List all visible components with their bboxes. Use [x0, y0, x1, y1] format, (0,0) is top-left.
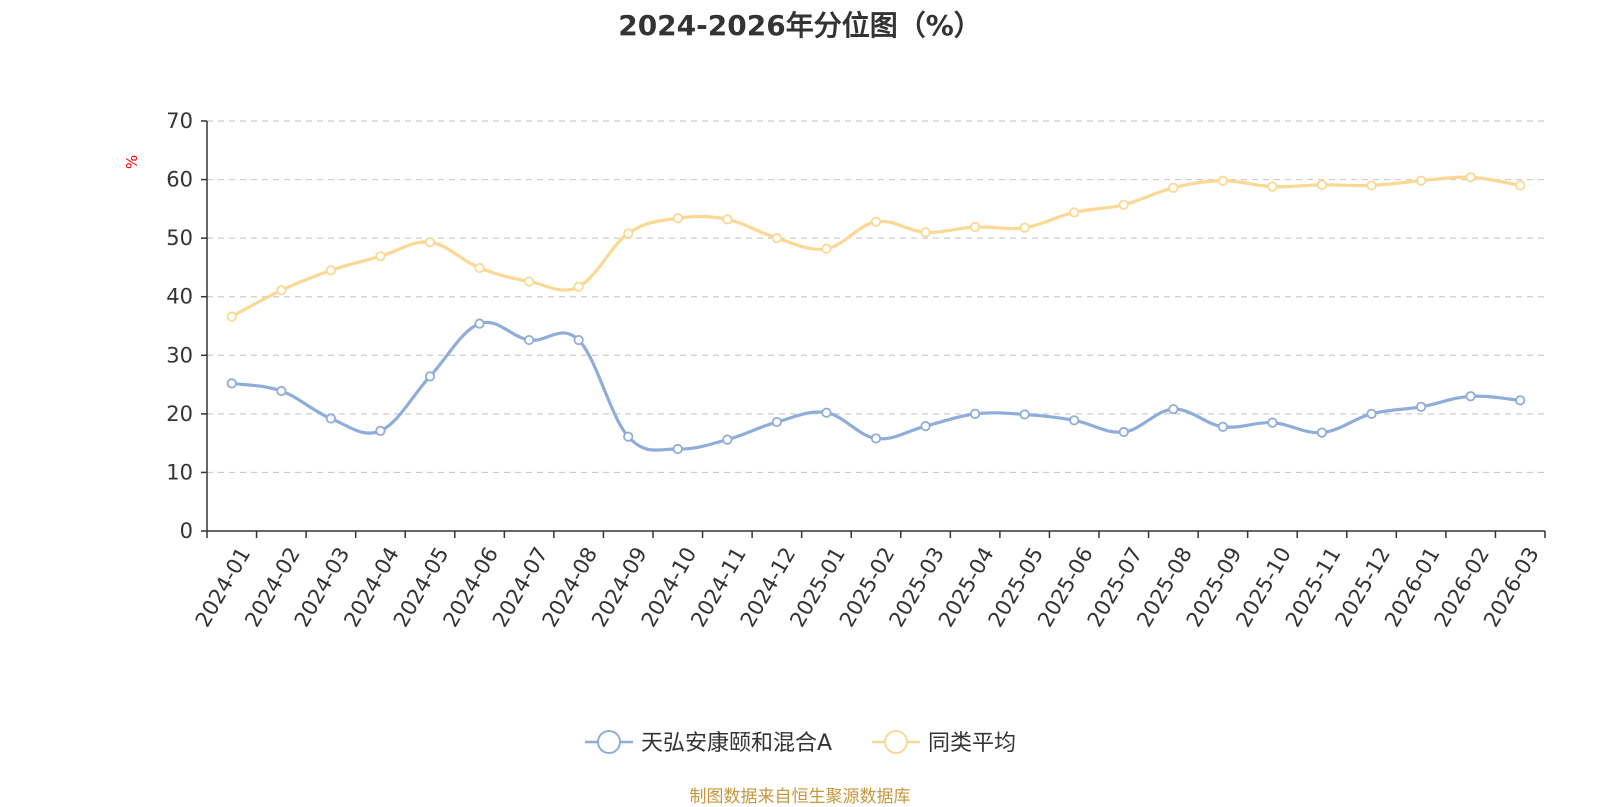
- data-point: [1316, 179, 1328, 190]
- legend-label: 天弘安康颐和混合A: [641, 731, 832, 756]
- data-point: [325, 413, 336, 424]
- data-point: [920, 421, 931, 432]
- y-axis-unit: %: [123, 155, 141, 169]
- data-point: [573, 334, 584, 346]
- data-point: [1416, 401, 1427, 412]
- y-tick-label: 60: [166, 168, 193, 192]
- legend-item-2[interactable]: 同类平均: [872, 730, 1016, 756]
- axes: 0102030405060702024-012024-022024-032024…: [166, 109, 1546, 631]
- data-point: [276, 385, 287, 397]
- legend-item-1[interactable]: 天弘安康颐和混合A: [585, 730, 832, 756]
- y-tick-label: 70: [166, 109, 193, 133]
- data-point: [1366, 180, 1377, 191]
- series-lines: [226, 172, 1526, 455]
- data-point: [325, 265, 336, 276]
- data-point: [771, 416, 782, 428]
- data-point: [672, 443, 683, 455]
- data-point: [474, 318, 485, 329]
- data-point: [970, 408, 981, 419]
- data-point: [1217, 421, 1228, 432]
- data-point: [1267, 417, 1278, 428]
- y-tick-label: 10: [166, 460, 193, 484]
- data-point: [1118, 426, 1129, 438]
- series-1: [226, 318, 1526, 455]
- data-source-note: 制图数据来自恒生聚源数据库: [689, 787, 911, 807]
- y-tick-label: 40: [166, 285, 193, 309]
- y-tick-label: 50: [166, 226, 193, 250]
- data-point: [1465, 391, 1476, 402]
- legend-label: 同类平均: [928, 731, 1016, 756]
- data-point: [970, 221, 981, 233]
- data-point: [573, 281, 584, 292]
- data-point: [226, 378, 237, 389]
- data-point: [1069, 207, 1080, 218]
- chart-title: 2024-2026年分位图（%）: [618, 9, 982, 42]
- data-point: [1019, 222, 1030, 233]
- data-point: [920, 227, 931, 238]
- data-point: [1019, 409, 1030, 420]
- data-point: [1515, 395, 1526, 406]
- data-point: [1069, 415, 1080, 426]
- data-point: [524, 276, 535, 287]
- data-point: [1316, 427, 1328, 438]
- data-point: [821, 407, 832, 418]
- data-point: [1217, 175, 1228, 186]
- data-point: [1118, 199, 1129, 210]
- data-point: [375, 251, 386, 262]
- data-point: [623, 228, 634, 239]
- data-point: [474, 262, 485, 274]
- data-point: [870, 433, 882, 444]
- series-line: [231, 175, 1521, 319]
- legend-swatch-marker: [884, 730, 908, 754]
- data-point: [276, 285, 287, 296]
- grid-lines: [207, 120, 1545, 474]
- data-point: [870, 216, 882, 227]
- data-point: [821, 243, 832, 254]
- y-tick-label: 20: [166, 402, 193, 426]
- data-point: [424, 237, 436, 248]
- series-line: [231, 320, 1521, 452]
- data-point: [1366, 408, 1377, 419]
- data-point: [722, 434, 733, 445]
- data-point: [1465, 172, 1476, 183]
- data-point: [722, 214, 733, 225]
- data-point: [771, 233, 782, 244]
- data-point: [623, 431, 634, 442]
- data-point: [424, 371, 436, 382]
- data-point: [226, 311, 237, 322]
- series-2: [226, 172, 1526, 322]
- legend-swatch-marker: [597, 730, 621, 754]
- data-point: [672, 213, 683, 224]
- legend[interactable]: 天弘安康颐和混合A 同类平均: [585, 730, 1016, 756]
- data-point: [375, 425, 386, 436]
- data-point: [1267, 181, 1278, 192]
- data-point: [1168, 182, 1179, 193]
- data-point: [1515, 180, 1526, 191]
- data-point: [1168, 404, 1179, 415]
- data-point: [1416, 175, 1427, 186]
- y-tick-label: 30: [166, 343, 193, 367]
- y-tick-label: 0: [180, 519, 193, 543]
- data-point: [524, 334, 535, 346]
